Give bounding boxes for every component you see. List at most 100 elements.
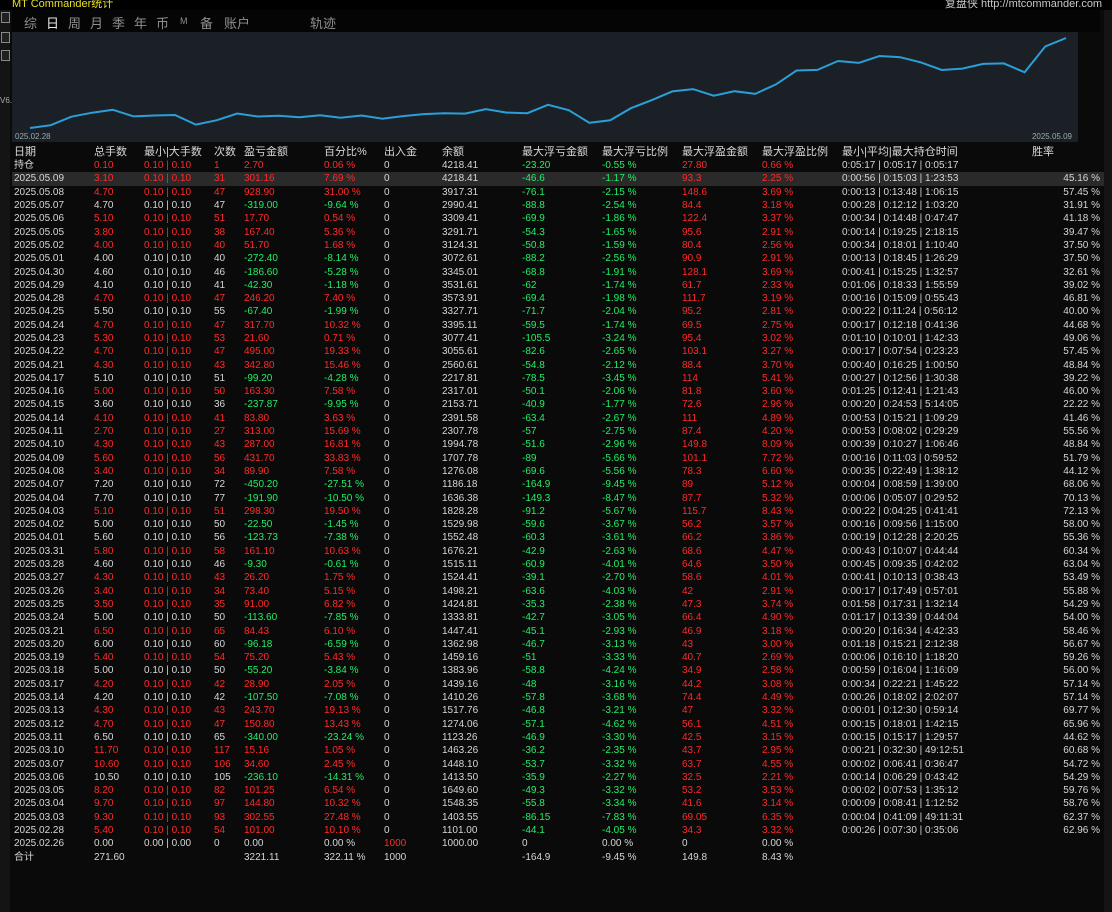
- table-row[interactable]: 2025.04.08 3.40 0.10 | 0.10 34 89.90 7.58 % 0 1…: [12, 465, 1104, 478]
- table-row[interactable]: 2025.04.30 4.60 0.10 | 0.10 46 -186.60 -5.28 …: [12, 265, 1104, 278]
- max-loss-cell: -164.9: [522, 479, 551, 491]
- table-row[interactable]: 2025.05.07 4.70 0.10 | 0.10 47 -319.00 -9.64 …: [12, 199, 1104, 212]
- table-row[interactable]: 2025.04.07 7.20 0.10 | 0.10 72 -450.20 -27.51…: [12, 478, 1104, 491]
- table-row[interactable]: 2025.03.07 10.60 0.10 | 0.10 106 34.60 2.45 %…: [12, 757, 1104, 770]
- tab-3[interactable]: 月: [90, 16, 104, 31]
- table-row[interactable]: 2025.04.23 5.30 0.10 | 0.10 53 21.60 0.71 % 0 3…: [12, 332, 1104, 345]
- column-header[interactable]: 次数: [214, 146, 236, 158]
- table-row[interactable]: 2025.04.21 4.30 0.10 | 0.10 43 342.80 15.46 %…: [12, 358, 1104, 371]
- table-row[interactable]: 2025.03.20 6.00 0.10 | 0.10 60 -96.18 -6.59 %…: [12, 638, 1104, 651]
- max-loss-pct-cell: -2.96 %: [602, 439, 637, 451]
- table-row[interactable]: 2025.03.17 4.20 0.10 | 0.10 42 28.90 2.05 % 0 1…: [12, 678, 1104, 691]
- column-header[interactable]: 最大浮盈金额: [682, 146, 748, 158]
- column-header[interactable]: 出入金: [384, 146, 417, 158]
- column-header[interactable]: 最大浮亏比例: [602, 146, 668, 158]
- tab-5[interactable]: 年: [134, 16, 148, 31]
- table-row[interactable]: 2025.03.06 10.50 0.10 | 0.10 105 -236.10 -14.…: [12, 771, 1104, 784]
- total-row[interactable]: 合计 271.60 3221.11 322.11 % 1000 -164.9 -9.45 %…: [12, 850, 1104, 863]
- table-row[interactable]: 2025.03.24 5.00 0.10 | 0.10 50 -113.60 -7.85 …: [12, 611, 1104, 624]
- toolbar-box-icon[interactable]: [1, 32, 10, 43]
- table-row[interactable]: 2025.05.05 3.80 0.10 | 0.10 38 167.40 5.36 % 0…: [12, 225, 1104, 238]
- table-row[interactable]: 2025.05.02 4.00 0.10 | 0.10 40 51.70 1.68 % 0 3…: [12, 239, 1104, 252]
- tab-8[interactable]: 备: [200, 16, 214, 31]
- table-row[interactable]: 2025.04.28 4.70 0.10 | 0.10 47 246.20 7.40 % 0…: [12, 292, 1104, 305]
- tab-6[interactable]: 币: [156, 16, 170, 31]
- table-row[interactable]: 2025.04.09 5.60 0.10 | 0.10 56 431.70 33.83 %…: [12, 452, 1104, 465]
- table-row[interactable]: 2025.04.15 3.60 0.10 | 0.10 36 -237.87 -9.95 …: [12, 398, 1104, 411]
- table-row[interactable]: 2025.02.26 0.00 0.00 | 0.00 0 0.00 0.00 % 1000…: [12, 837, 1104, 850]
- inout-cell: 0: [384, 678, 390, 690]
- column-header[interactable]: 胜率: [1032, 146, 1054, 158]
- column-header[interactable]: 余额: [442, 146, 464, 158]
- table-row[interactable]: 2025.03.11 6.50 0.10 | 0.10 65 -340.00 -23.24…: [12, 731, 1104, 744]
- table-row[interactable]: 2025.03.25 3.50 0.10 | 0.10 35 91.00 6.82 % 0 1…: [12, 598, 1104, 611]
- pct-cell: -7.38 %: [324, 532, 359, 544]
- tab-9[interactable]: 账户: [224, 16, 251, 31]
- pnl-cell: 301.16: [242, 172, 322, 186]
- site-link[interactable]: 复盘侠 http://mtcommander.com: [945, 0, 1103, 10]
- table-row[interactable]: 2025.04.29 4.10 0.10 | 0.10 41 -42.30 -1.18 %…: [12, 279, 1104, 292]
- table-row[interactable]: 2025.04.10 4.30 0.10 | 0.10 43 287.00 16.81 %…: [12, 438, 1104, 451]
- tab-2[interactable]: 周: [68, 16, 82, 31]
- table-row[interactable]: 2025.04.03 5.10 0.10 | 0.10 51 298.30 19.50 %…: [12, 505, 1104, 518]
- max-loss-cell: -23.20: [522, 160, 551, 172]
- table-row[interactable]: 2025.04.04 7.70 0.10 | 0.10 77 -191.90 -10.50…: [12, 491, 1104, 504]
- lots-cell: 7.20: [94, 479, 114, 491]
- table-row[interactable]: 2025.03.05 8.20 0.10 | 0.10 82 101.25 6.54 % 0…: [12, 784, 1104, 797]
- toolbar-box-icon[interactable]: [1, 12, 10, 23]
- table-row[interactable]: 2025.04.01 5.60 0.10 | 0.10 56 -123.73 -7.38 …: [12, 531, 1104, 544]
- table-row[interactable]: 2025.03.04 9.70 0.10 | 0.10 97 144.80 10.32 %…: [12, 797, 1104, 810]
- tab-7[interactable]: M: [180, 16, 188, 26]
- table-row[interactable]: 2025.03.13 4.30 0.10 | 0.10 43 243.70 19.13 %…: [12, 704, 1104, 717]
- table-row[interactable]: 2025.03.31 5.80 0.10 | 0.10 58 161.10 10.63 %…: [12, 545, 1104, 558]
- table-row[interactable]: 2025.03.03 9.30 0.10 | 0.10 93 302.55 27.48 %…: [12, 811, 1104, 824]
- column-header[interactable]: 总手数: [94, 146, 127, 158]
- column-header[interactable]: 最小|平均|最大持仓时间: [842, 146, 958, 158]
- table-row[interactable]: 2025.03.18 5.00 0.10 | 0.10 50 -55.20 -3.84 %…: [12, 664, 1104, 677]
- table-row[interactable]: 2025.02.28 5.40 0.10 | 0.10 54 101.00 10.10 %…: [12, 824, 1104, 837]
- table-row[interactable]: 2025.03.19 5.40 0.10 | 0.10 54 75.20 5.43 % 0 1…: [12, 651, 1104, 664]
- tab-1[interactable]: 日: [46, 16, 60, 31]
- max-profit-pct-cell: 0.00 %: [762, 838, 794, 850]
- max-profit-pct-cell: 3.53 %: [762, 785, 794, 797]
- column-header[interactable]: 百分比%: [324, 146, 367, 158]
- table-row[interactable]: 2025.04.16 5.00 0.10 | 0.10 50 163.30 7.58 % 0…: [12, 385, 1104, 398]
- table-row[interactable]: 2025.04.25 5.50 0.10 | 0.10 55 -67.40 -1.99 %…: [12, 305, 1104, 318]
- holding-row[interactable]: 持仓 0.10 0.10 | 0.10 1 2.70 0.06 % 0 4218.41 -23.…: [12, 159, 1104, 172]
- right-scroll-strip[interactable]: [1104, 10, 1112, 912]
- table-row[interactable]: 2025.05.09 3.10 0.10 | 0.10 31 301.16 7.69 % 0…: [12, 172, 1104, 186]
- table-row[interactable]: 2025.05.06 5.10 0.10 | 0.10 51 17.70 0.54 % 0 3…: [12, 212, 1104, 225]
- table-row[interactable]: 2025.03.12 4.70 0.10 | 0.10 47 150.80 13.43 %…: [12, 717, 1104, 730]
- table-row[interactable]: 2025.04.22 4.70 0.10 | 0.10 47 495.00 19.33 %…: [12, 345, 1104, 358]
- toolbar-box-icon[interactable]: [1, 50, 10, 61]
- table-row[interactable]: 2025.03.27 4.30 0.10 | 0.10 43 26.20 1.75 % 0 1…: [12, 571, 1104, 584]
- table-header-row: 日期 总手数 最小|大手数 次数 盈亏金额 百分比% 出入金 余额 最大浮亏金额 最大浮亏比例 最大…: [12, 146, 1104, 159]
- table-row[interactable]: 2025.03.21 6.50 0.10 | 0.10 65 84.43 6.10 % 0 1…: [12, 624, 1104, 637]
- table-row[interactable]: 2025.04.11 2.70 0.10 | 0.10 27 313.00 15.69 %…: [12, 425, 1104, 438]
- column-header[interactable]: 日期: [14, 146, 36, 158]
- column-header[interactable]: 盈亏金额: [244, 146, 288, 158]
- table-row[interactable]: 2025.05.08 4.70 0.10 | 0.10 47 928.90 31.00 %…: [12, 186, 1104, 199]
- column-header[interactable]: 最大浮亏金额: [522, 146, 588, 158]
- table-row[interactable]: 2025.03.10 11.70 0.10 | 0.10 117 15.16 1.05 %…: [12, 744, 1104, 757]
- total-pnl: 3221.11: [244, 851, 280, 863]
- tab-10[interactable]: 轨迹: [310, 16, 337, 31]
- count-cell: 40: [214, 253, 226, 265]
- column-header[interactable]: 最大浮盈比例: [762, 146, 828, 158]
- date-cell: 2025.04.07: [14, 479, 65, 491]
- table-row[interactable]: 2025.04.24 4.70 0.10 | 0.10 47 317.70 10.32 %…: [12, 319, 1104, 332]
- balance-line: [29, 37, 1067, 129]
- table-row[interactable]: 2025.05.01 4.00 0.10 | 0.10 40 -272.40 -8.14 …: [12, 252, 1104, 265]
- tab-4[interactable]: 季: [112, 16, 126, 31]
- winrate-cell: 39.22 %: [1063, 372, 1100, 384]
- table-row[interactable]: 2025.04.02 5.00 0.10 | 0.10 50 -22.50 -1.45 %…: [12, 518, 1104, 531]
- column-header[interactable]: 最小|大手数: [144, 146, 202, 158]
- table-row[interactable]: 2025.03.14 4.20 0.10 | 0.10 42 -107.50 -7.08 …: [12, 691, 1104, 704]
- tab-0[interactable]: 综: [24, 16, 38, 31]
- table-row[interactable]: 2025.04.14 4.10 0.10 | 0.10 41 83.80 3.63 % 0 2…: [12, 412, 1104, 425]
- table-row[interactable]: 2025.03.26 3.40 0.10 | 0.10 34 73.40 5.15 % 0 1…: [12, 585, 1104, 598]
- table-row[interactable]: 2025.04.17 5.10 0.10 | 0.10 51 -99.20 -4.28 %…: [12, 372, 1104, 385]
- balance-cell: 1676.21: [442, 545, 479, 557]
- table-row[interactable]: 2025.03.28 4.60 0.10 | 0.10 46 -9.30 -0.61 % 0…: [12, 558, 1104, 571]
- inout-cell: 0: [384, 638, 390, 650]
